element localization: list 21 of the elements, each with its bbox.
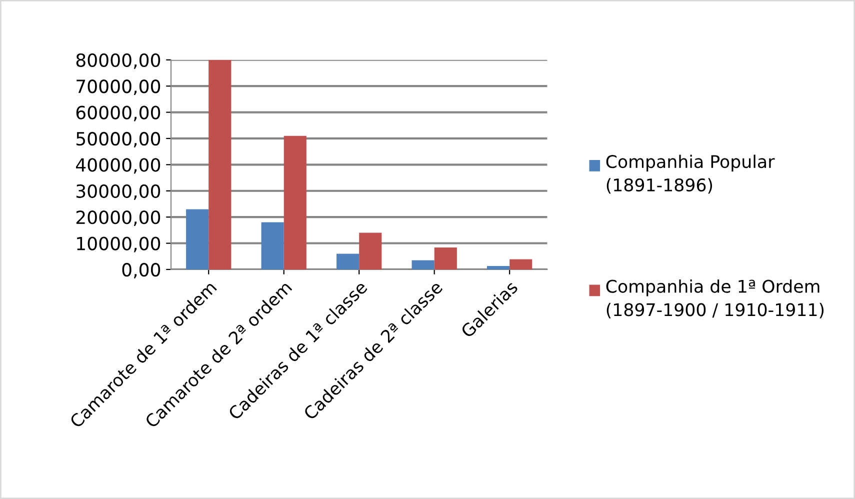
y-tick-label: 70000,00 — [76, 80, 160, 96]
bar — [336, 254, 360, 270]
bar — [261, 222, 284, 270]
y-tick-label: 50000,00 — [76, 132, 160, 148]
y-tick-label: 30000,00 — [76, 184, 160, 200]
bar — [434, 247, 457, 270]
y-tick-label: 10000,00 — [77, 236, 160, 252]
bar — [487, 266, 510, 270]
bar — [359, 232, 382, 270]
bar — [208, 60, 232, 270]
y-tick-label: 40000,00 — [76, 158, 160, 174]
bar — [412, 260, 434, 270]
bar — [510, 259, 532, 270]
bar — [284, 136, 306, 270]
legend-label: Companhia de 1ª Ordem (1897-1900 / 1910-1911) — [606, 279, 824, 318]
y-tick-label: 60000,00 — [76, 106, 160, 122]
bar — [186, 209, 209, 270]
legend-label: Companhia Popular (1891-1896) — [606, 154, 775, 194]
y-tick-label: 80000,00 — [76, 53, 160, 69]
y-tick-label: 20000,00 — [76, 210, 160, 226]
y-tick-label: 0,00 — [122, 262, 160, 278]
